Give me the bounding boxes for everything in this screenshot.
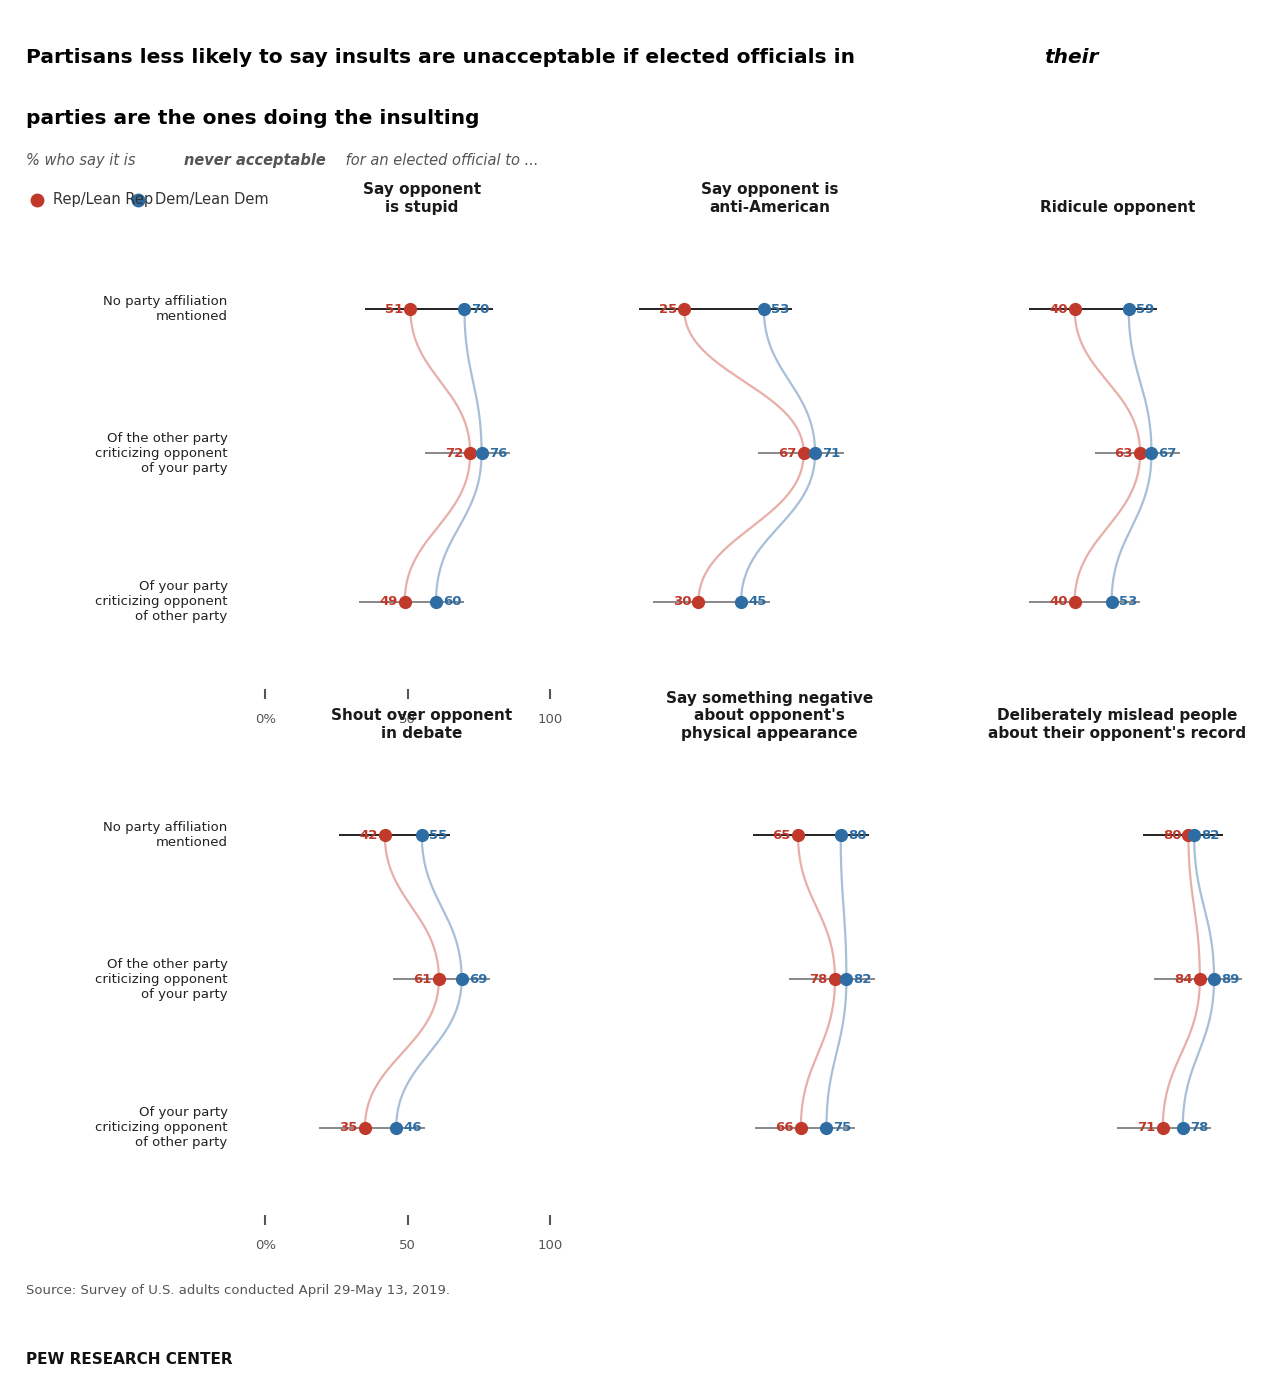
Text: 25: 25 xyxy=(659,303,677,316)
Text: Deliberately mislead people
about their opponent's record: Deliberately mislead people about their … xyxy=(988,709,1247,740)
Text: 66: 66 xyxy=(775,1121,793,1133)
Text: 71: 71 xyxy=(1137,1121,1155,1133)
Text: 40: 40 xyxy=(1048,303,1068,316)
Text: 76: 76 xyxy=(488,447,507,459)
Text: 82: 82 xyxy=(854,973,872,985)
Text: 72: 72 xyxy=(444,447,464,459)
Text: 82: 82 xyxy=(1202,829,1220,841)
Text: 84: 84 xyxy=(1175,973,1193,985)
Text: 50: 50 xyxy=(399,713,416,725)
Text: 80: 80 xyxy=(1163,829,1181,841)
Text: 65: 65 xyxy=(773,829,791,841)
Text: 46: 46 xyxy=(403,1121,422,1133)
Text: 53: 53 xyxy=(1119,595,1137,608)
Text: 100: 100 xyxy=(537,713,563,725)
Text: 45: 45 xyxy=(748,595,766,608)
Text: Say opponent
is stupid: Say opponent is stupid xyxy=(363,183,480,215)
Text: never acceptable: never acceptable xyxy=(184,154,326,167)
Text: 0%: 0% xyxy=(255,1239,276,1251)
Text: 67: 67 xyxy=(778,447,796,459)
Text: 63: 63 xyxy=(1114,447,1133,459)
Text: Of your party
criticizing opponent
of other party: Of your party criticizing opponent of ot… xyxy=(95,580,228,623)
Text: Partisans less likely to say insults are unacceptable if elected officials in: Partisans less likely to say insults are… xyxy=(26,48,862,68)
Text: 35: 35 xyxy=(340,1121,358,1133)
Text: No party affiliation
mentioned: No party affiliation mentioned xyxy=(103,821,228,850)
Text: Of the other party
criticizing opponent
of your party: Of the other party criticizing opponent … xyxy=(95,958,228,1001)
Text: 53: 53 xyxy=(772,303,790,316)
Text: Say opponent is
anti-American: Say opponent is anti-American xyxy=(701,183,838,215)
Text: No party affiliation
mentioned: No party affiliation mentioned xyxy=(103,295,228,324)
Text: 42: 42 xyxy=(359,829,377,841)
Text: 67: 67 xyxy=(1159,447,1177,459)
Text: 80: 80 xyxy=(848,829,867,841)
Text: 55: 55 xyxy=(429,829,447,841)
Text: parties are the ones doing the insulting: parties are the ones doing the insulting xyxy=(26,109,479,127)
Text: Dem/Lean Dem: Dem/Lean Dem xyxy=(155,192,268,208)
Text: Source: Survey of U.S. adults conducted April 29-May 13, 2019.: Source: Survey of U.S. adults conducted … xyxy=(26,1284,450,1297)
Text: 60: 60 xyxy=(443,595,461,608)
Text: 59: 59 xyxy=(1136,303,1154,316)
Text: 0%: 0% xyxy=(255,713,276,725)
Text: 40: 40 xyxy=(1048,595,1068,608)
Text: 78: 78 xyxy=(1190,1121,1208,1133)
Text: 30: 30 xyxy=(672,595,692,608)
Text: 75: 75 xyxy=(833,1121,851,1133)
Text: 89: 89 xyxy=(1221,973,1239,985)
Text: 49: 49 xyxy=(379,595,398,608)
Text: 69: 69 xyxy=(469,973,487,985)
Text: % who say it is: % who say it is xyxy=(26,154,140,167)
Text: Of the other party
criticizing opponent
of your party: Of the other party criticizing opponent … xyxy=(95,432,228,475)
Text: Shout over opponent
in debate: Shout over opponent in debate xyxy=(331,709,513,740)
Text: 71: 71 xyxy=(822,447,841,459)
Text: 70: 70 xyxy=(471,303,489,316)
Text: Of your party
criticizing opponent
of other party: Of your party criticizing opponent of ot… xyxy=(95,1106,228,1149)
Text: 61: 61 xyxy=(413,973,431,985)
Text: 50: 50 xyxy=(399,1239,416,1251)
Text: Rep/Lean Rep: Rep/Lean Rep xyxy=(53,192,153,208)
Text: for an elected official to ...: for an elected official to ... xyxy=(341,154,538,167)
Text: their: their xyxy=(1045,48,1099,68)
Text: 51: 51 xyxy=(385,303,403,316)
Text: 100: 100 xyxy=(537,1239,563,1251)
Text: PEW RESEARCH CENTER: PEW RESEARCH CENTER xyxy=(26,1352,232,1367)
Text: Ridicule opponent: Ridicule opponent xyxy=(1039,199,1195,215)
Text: Say something negative
about opponent's
physical appearance: Say something negative about opponent's … xyxy=(666,691,873,740)
Text: 78: 78 xyxy=(810,973,828,985)
